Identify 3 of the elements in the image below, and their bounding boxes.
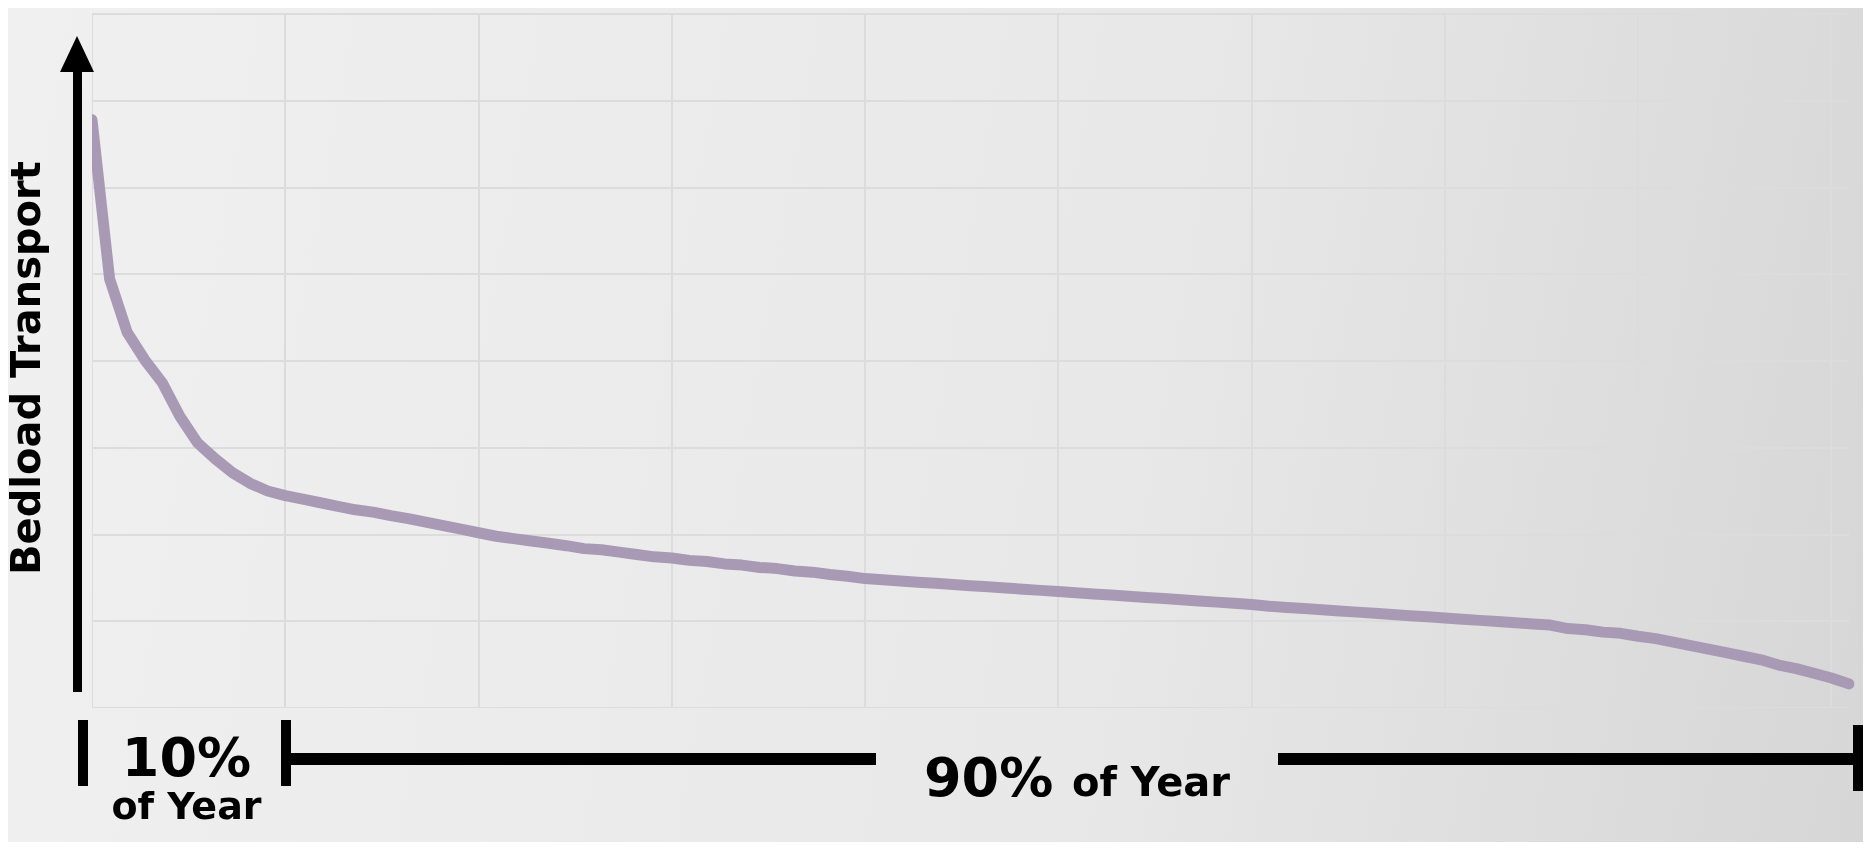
text: 90% of Year — [923, 746, 1230, 809]
y-axis-title: Bedload Transport — [7, 161, 49, 575]
text: 10% of Year — [110, 726, 263, 828]
